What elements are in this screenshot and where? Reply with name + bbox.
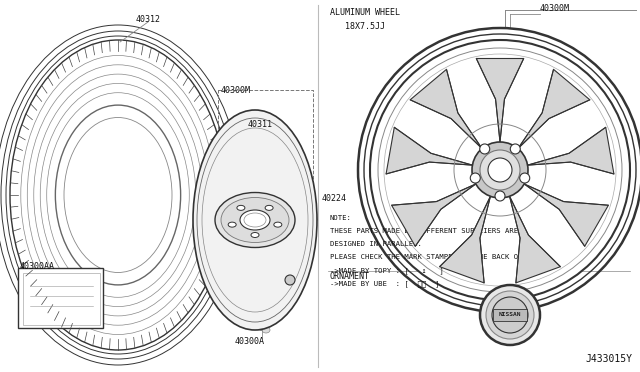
Text: ->MADE BY TOPY : [   ↥   ]: ->MADE BY TOPY : [ ↥ ] (330, 267, 444, 274)
Circle shape (480, 285, 540, 345)
Text: PLEASE CHECK THE MARK STAMPED ON THE BACK OF WHEEL.: PLEASE CHECK THE MARK STAMPED ON THE BAC… (330, 254, 553, 260)
Polygon shape (410, 69, 482, 148)
Ellipse shape (251, 232, 259, 237)
Text: ->MADE BY UBE  : [  ⛰⛰  ]: ->MADE BY UBE : [ ⛰⛰ ] (330, 280, 440, 287)
Text: 40343: 40343 (454, 260, 479, 269)
Ellipse shape (64, 118, 172, 273)
Circle shape (492, 297, 528, 333)
Text: 40300AA: 40300AA (20, 262, 55, 271)
Text: ORNAMENT: ORNAMENT (330, 272, 370, 281)
Text: 18X7.5JJ: 18X7.5JJ (345, 22, 385, 31)
Ellipse shape (240, 210, 270, 230)
Text: DESIGNED IN PARALLEL.: DESIGNED IN PARALLEL. (330, 241, 422, 247)
Polygon shape (527, 127, 614, 174)
Text: NOTE:: NOTE: (330, 215, 352, 221)
Ellipse shape (265, 205, 273, 210)
Text: 40300A: 40300A (235, 337, 265, 346)
Text: 40224: 40224 (322, 194, 347, 203)
Polygon shape (392, 184, 476, 246)
Ellipse shape (228, 222, 236, 227)
Bar (18, 268, 103, 328)
Circle shape (520, 173, 530, 183)
Circle shape (480, 144, 490, 154)
Text: 40312: 40312 (136, 15, 161, 24)
Circle shape (384, 54, 616, 286)
Ellipse shape (56, 105, 180, 285)
Circle shape (488, 158, 512, 182)
Ellipse shape (255, 320, 269, 330)
Ellipse shape (193, 110, 317, 330)
Text: ALUMINUM WHEEL: ALUMINUM WHEEL (330, 8, 400, 17)
Polygon shape (476, 58, 524, 142)
Ellipse shape (221, 198, 289, 243)
Polygon shape (509, 196, 561, 283)
Text: J433015Y: J433015Y (585, 354, 632, 364)
Polygon shape (440, 196, 490, 283)
Ellipse shape (247, 126, 257, 134)
Ellipse shape (237, 205, 245, 210)
Circle shape (370, 40, 630, 300)
Circle shape (470, 173, 480, 183)
Circle shape (480, 150, 520, 190)
Ellipse shape (262, 327, 270, 333)
Text: 40300M: 40300M (221, 86, 251, 95)
FancyBboxPatch shape (493, 309, 527, 321)
Circle shape (472, 142, 528, 198)
Circle shape (510, 144, 520, 154)
Text: NISSAN: NISSAN (499, 312, 521, 317)
Text: THESE PARTS MADE BY DIFFERENT SUPPLIERS ARE: THESE PARTS MADE BY DIFFERENT SUPPLIERS … (330, 228, 518, 234)
Circle shape (486, 291, 534, 339)
Polygon shape (386, 127, 472, 174)
Polygon shape (524, 184, 609, 246)
Text: 40300M: 40300M (540, 4, 570, 13)
Text: 40311: 40311 (248, 120, 273, 129)
Ellipse shape (274, 222, 282, 227)
Polygon shape (518, 69, 590, 148)
Circle shape (378, 48, 622, 292)
Ellipse shape (244, 213, 266, 227)
Ellipse shape (215, 192, 295, 247)
Bar (23, 273, 100, 325)
Ellipse shape (285, 275, 295, 285)
Circle shape (495, 191, 505, 201)
